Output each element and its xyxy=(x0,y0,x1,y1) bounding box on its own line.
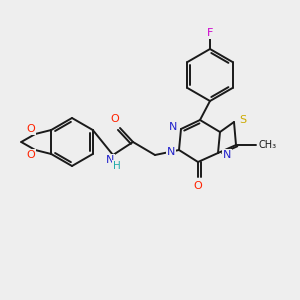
Text: N: N xyxy=(169,122,177,132)
Text: F: F xyxy=(207,28,213,38)
Text: S: S xyxy=(239,115,247,125)
Text: O: O xyxy=(194,181,202,191)
Text: N: N xyxy=(223,150,231,160)
Text: CH₃: CH₃ xyxy=(259,140,277,150)
Text: O: O xyxy=(27,124,36,134)
Text: N: N xyxy=(106,155,114,165)
Text: N: N xyxy=(167,147,175,157)
Text: O: O xyxy=(27,150,36,160)
Text: H: H xyxy=(113,161,121,171)
Text: O: O xyxy=(111,114,119,124)
